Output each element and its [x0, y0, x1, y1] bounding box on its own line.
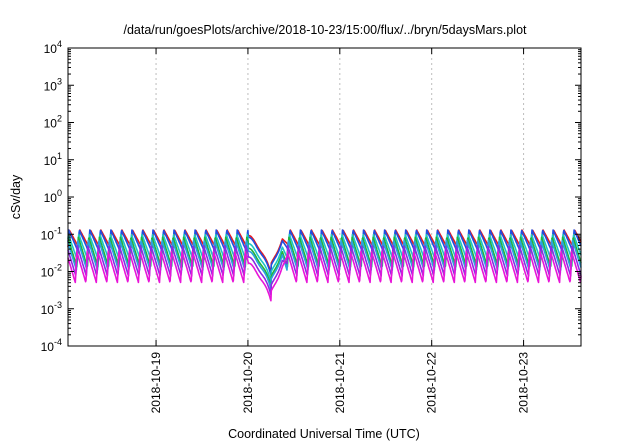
x-axis: 2018-10-19 2018-10-20 2018-10-21 2018-10-22… [149, 48, 531, 413]
y-tick-label: 101 [44, 151, 62, 168]
y-tick-label: 100 [44, 188, 62, 205]
grid [155, 48, 525, 346]
plot-frame [67, 47, 582, 347]
x-axis-label: Coordinated Universal Time (UTC) [228, 427, 420, 441]
flux-series-line [67, 239, 582, 290]
x-tick-label: 2018-10-20 [241, 352, 255, 414]
y-tick-label: 10-3 [41, 300, 62, 317]
flux-series-line [67, 229, 582, 276]
flux-series-line [67, 236, 582, 287]
flux-series-line [67, 250, 582, 302]
y-tick-label: 104 [44, 39, 62, 56]
y-tick-label: 10-4 [41, 337, 62, 354]
chart-title: /data/run/goesPlots/archive/2018-10-23/1… [123, 23, 527, 37]
x-tick-label: 2018-10-23 [517, 352, 531, 414]
flux-series-line [67, 233, 582, 283]
y-axis-label: cSv/day [9, 174, 23, 219]
y-tick-label: 102 [44, 114, 62, 131]
y-axis: 10-4 10-3 10-2 10-1 100 101 102 103 104 [41, 39, 581, 354]
x-tick-label: 2018-10-22 [425, 352, 439, 414]
x-tick-label: 2018-10-21 [333, 352, 347, 414]
x-tick-label: 2018-10-19 [149, 352, 163, 414]
series-layer [67, 229, 582, 302]
y-tick-label: 10-2 [41, 263, 62, 280]
y-tick-label: 10-1 [41, 225, 62, 242]
y-tick-label: 103 [44, 76, 62, 93]
